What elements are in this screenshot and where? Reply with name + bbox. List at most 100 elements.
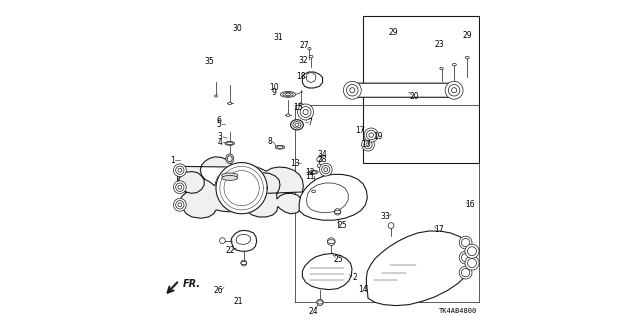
Circle shape	[173, 198, 186, 211]
Ellipse shape	[222, 175, 238, 180]
Ellipse shape	[309, 170, 318, 174]
Circle shape	[319, 163, 332, 176]
Text: 17: 17	[362, 140, 371, 149]
Ellipse shape	[293, 122, 301, 128]
Circle shape	[465, 256, 479, 270]
Text: 6: 6	[217, 116, 221, 124]
Text: 25: 25	[333, 255, 344, 264]
Text: 25: 25	[337, 221, 348, 230]
Ellipse shape	[286, 114, 290, 116]
Circle shape	[467, 247, 476, 256]
Text: 20: 20	[410, 92, 419, 100]
Polygon shape	[366, 231, 474, 306]
Ellipse shape	[280, 92, 296, 97]
Ellipse shape	[227, 156, 232, 162]
Circle shape	[220, 238, 225, 244]
Circle shape	[178, 185, 182, 189]
Ellipse shape	[222, 173, 238, 178]
Text: 8: 8	[267, 137, 272, 146]
Circle shape	[366, 143, 370, 147]
Ellipse shape	[300, 103, 303, 105]
Text: 32: 32	[298, 56, 308, 65]
Circle shape	[300, 107, 311, 117]
Circle shape	[175, 201, 184, 209]
Circle shape	[362, 138, 374, 151]
Ellipse shape	[335, 210, 341, 213]
Circle shape	[175, 166, 184, 174]
Circle shape	[317, 157, 322, 162]
Circle shape	[461, 253, 470, 262]
Text: 18: 18	[297, 72, 306, 81]
Circle shape	[241, 260, 247, 266]
Ellipse shape	[277, 146, 283, 148]
Text: 27: 27	[300, 41, 310, 50]
Text: 29: 29	[388, 28, 398, 36]
Text: 17: 17	[434, 225, 444, 234]
Circle shape	[317, 299, 323, 306]
Text: 34: 34	[317, 150, 328, 159]
Polygon shape	[302, 72, 323, 88]
Circle shape	[364, 140, 372, 149]
Text: 5: 5	[217, 120, 221, 129]
Text: 31: 31	[273, 33, 283, 42]
Circle shape	[324, 168, 328, 172]
Text: 22: 22	[225, 246, 234, 255]
Text: TK4AB4800: TK4AB4800	[438, 308, 477, 314]
Circle shape	[178, 203, 182, 207]
Ellipse shape	[317, 301, 323, 304]
Polygon shape	[302, 253, 352, 290]
Circle shape	[460, 266, 472, 279]
Bar	[364, 16, 479, 163]
Text: 1: 1	[170, 156, 175, 164]
Circle shape	[367, 130, 376, 140]
Ellipse shape	[227, 142, 233, 145]
Ellipse shape	[275, 145, 285, 149]
Ellipse shape	[225, 141, 235, 145]
Circle shape	[344, 81, 361, 99]
Text: 21: 21	[234, 297, 243, 306]
Circle shape	[328, 238, 335, 245]
Text: 9: 9	[271, 88, 276, 97]
Text: 4: 4	[218, 138, 223, 147]
Polygon shape	[352, 83, 454, 97]
Circle shape	[452, 88, 457, 93]
Circle shape	[388, 223, 394, 228]
Circle shape	[317, 164, 321, 168]
Circle shape	[347, 84, 358, 96]
Circle shape	[465, 244, 479, 258]
Circle shape	[369, 133, 374, 137]
Circle shape	[364, 128, 378, 142]
Text: 29: 29	[462, 31, 472, 40]
Text: 15: 15	[293, 103, 303, 112]
Circle shape	[175, 183, 184, 191]
Text: FR.: FR.	[182, 278, 200, 289]
Text: 14: 14	[358, 285, 368, 294]
Text: 28: 28	[318, 155, 327, 164]
Ellipse shape	[309, 55, 313, 58]
Text: 7: 7	[307, 118, 312, 127]
Circle shape	[335, 209, 341, 215]
Polygon shape	[178, 157, 303, 218]
Polygon shape	[216, 163, 268, 214]
Text: 33: 33	[381, 212, 390, 221]
Polygon shape	[231, 230, 257, 251]
Circle shape	[298, 104, 314, 120]
Text: 17: 17	[355, 126, 365, 135]
Text: 16: 16	[465, 200, 475, 209]
Text: 2: 2	[352, 273, 357, 282]
Ellipse shape	[226, 154, 234, 164]
Text: 26: 26	[213, 286, 223, 295]
Text: 30: 30	[232, 24, 242, 33]
Ellipse shape	[312, 190, 316, 193]
Ellipse shape	[308, 48, 311, 50]
Ellipse shape	[214, 95, 218, 97]
Ellipse shape	[311, 171, 317, 173]
Circle shape	[467, 259, 476, 268]
Circle shape	[321, 165, 330, 174]
Circle shape	[461, 238, 470, 247]
Ellipse shape	[440, 68, 444, 70]
Circle shape	[173, 181, 186, 194]
Text: 13: 13	[290, 159, 300, 168]
Circle shape	[303, 109, 308, 115]
Circle shape	[445, 81, 463, 99]
